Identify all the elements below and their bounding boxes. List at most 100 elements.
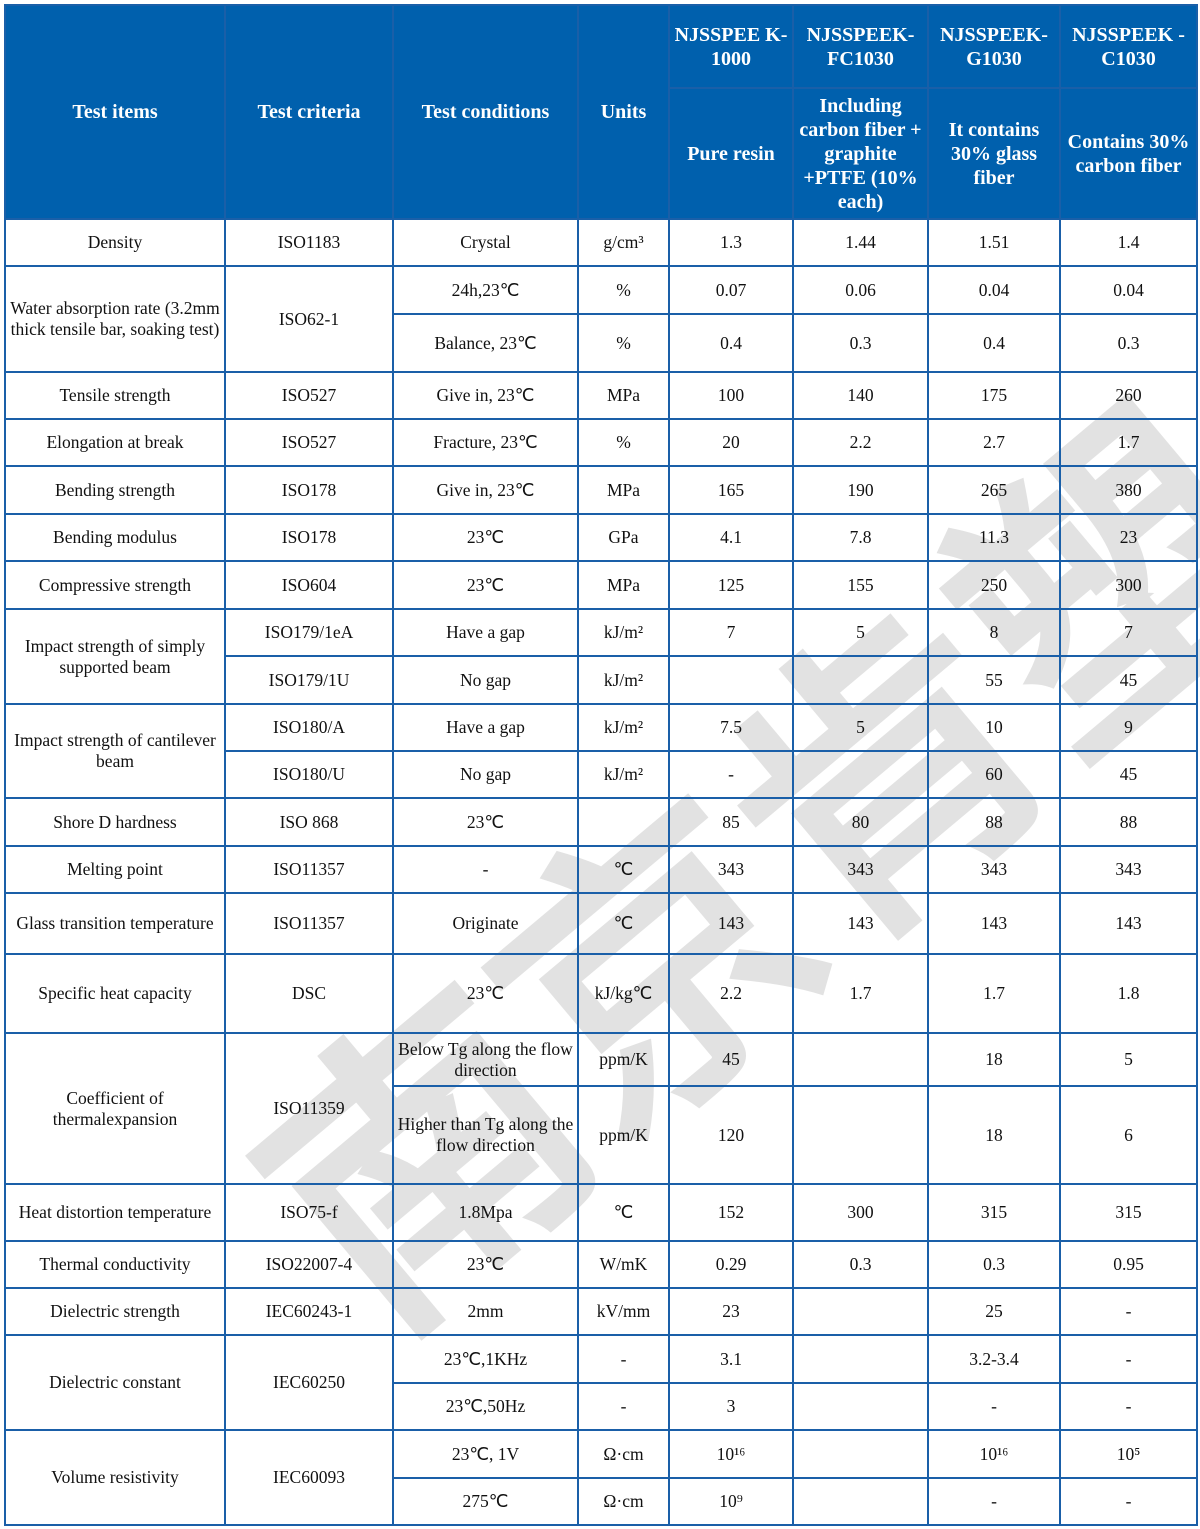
value-cell-fc1030: 5: [792, 608, 929, 657]
table-row: Impact strength of simply supported beam…: [4, 608, 1198, 705]
value-cell-1000: 100: [668, 371, 794, 420]
unit-cell: MPa: [577, 465, 670, 515]
value-cell-g1030: 315: [927, 1183, 1061, 1242]
header-test-items: Test items: [4, 4, 226, 220]
table-row: Volume resistivity IEC60093 23℃, 1V Ω·cm 10¹…: [4, 1429, 1198, 1526]
table-row: 23℃,50Hz -3- -: [5, 1382, 1198, 1431]
test-condition-cell: 24h,23℃: [392, 265, 579, 315]
test-condition-cell: 23℃,50Hz: [392, 1382, 579, 1431]
value-cell-c1030: 6: [1059, 1085, 1198, 1185]
unit-cell: kJ/m²: [577, 703, 670, 752]
value-cell-c1030: 300: [1059, 560, 1198, 610]
value-cell-fc1030: 143: [792, 892, 929, 955]
test-condition-cell: Give in, 23℃: [392, 371, 579, 420]
value-cell-c1030: 23: [1059, 513, 1198, 562]
value-cell-c1030: 1.4: [1059, 218, 1198, 267]
value-cell-fc1030: [792, 1085, 929, 1185]
test-item-cell: Heat distortion temperature: [4, 1183, 226, 1242]
test-item-cell: Thermal conductivity: [4, 1240, 226, 1289]
table-row: Density ISO1183 Crystal g/cm³ 1.3 1.44 1.51 1.4: [4, 218, 1198, 267]
test-condition-cell: -: [392, 845, 579, 894]
value-cell-c1030: 0.95: [1059, 1240, 1198, 1289]
value-cell-fc1030: 155: [792, 560, 929, 610]
table-row: Thermal conductivity ISO22007-4 23℃ W/mK 0.2…: [4, 1240, 1198, 1289]
value-cell-g1030: 55: [927, 655, 1061, 705]
table-row: Melting point ISO11357- ℃ 343 343 343 343: [4, 845, 1198, 894]
test-item-cell: Dielectric strength: [4, 1287, 226, 1336]
value-cell-fc1030: [792, 1032, 929, 1087]
header-test-conditions: Test conditions: [392, 4, 579, 220]
unit-cell: ppm/K: [577, 1032, 670, 1087]
test-item-cell: Bending modulus: [4, 513, 226, 562]
value-cell-c1030: 45: [1059, 750, 1198, 799]
value-cell-c1030: 0.3: [1059, 313, 1198, 373]
value-cell-c1030: 45: [1059, 655, 1198, 705]
table-row: Shore D hardness ISO 868 23℃ 85 80 88 88: [4, 797, 1198, 847]
test-criteria-cell: ISO178: [224, 513, 394, 562]
value-cell-1000: 3: [668, 1382, 794, 1431]
value-cell-fc1030: [792, 1429, 929, 1479]
test-condition-cell: Below Tg along the flow direction: [392, 1032, 579, 1087]
unit-cell: g/cm³: [577, 218, 670, 267]
value-cell-1000: [668, 655, 794, 705]
test-condition-cell: 23℃: [392, 513, 579, 562]
value-cell-g1030: 143: [927, 892, 1061, 955]
test-criteria-cell: ISO180/A: [224, 703, 394, 752]
table-row: ISO179/1U No gap kJ/m² 55 45: [5, 655, 1198, 705]
value-cell-c1030: 1.7: [1059, 418, 1198, 467]
value-cell-g1030: -: [927, 1382, 1061, 1431]
test-condition-cell: No gap: [392, 655, 579, 705]
unit-cell: %: [577, 418, 670, 467]
value-cell-g1030: 18: [927, 1032, 1061, 1087]
test-condition-cell: Fracture, 23℃: [392, 418, 579, 467]
value-cell-fc1030: 7.8: [792, 513, 929, 562]
test-criteria-cell: ISO11359: [224, 1032, 394, 1185]
value-cell-fc1030: [792, 1477, 929, 1526]
table-row: Coefficient of thermalexpansion ISO11359 B…: [4, 1032, 1198, 1185]
unit-cell: Ω·cm: [577, 1429, 670, 1479]
test-criteria-cell: ISO11357: [224, 845, 394, 894]
test-item-cell: Glass transition temperature: [4, 892, 226, 955]
unit-cell: kJ/m²: [577, 655, 670, 705]
value-cell-c1030: -: [1059, 1477, 1198, 1526]
unit-cell: kJ/m²: [577, 608, 670, 657]
test-criteria-cell: ISO 868: [224, 797, 394, 847]
value-cell-g1030: 2.7: [927, 418, 1061, 467]
table-row: Water absorption rate (3.2mm thick tensi…: [4, 265, 1198, 373]
test-item-cell: Impact strength of simply supported beam: [4, 608, 226, 705]
test-condition-cell: 23℃: [392, 1240, 579, 1289]
table-row: Compressive strength ISO604 23℃ MPa 125 155 25…: [4, 560, 1198, 610]
header-desc-g1030: It contains 30% glass fiber: [927, 87, 1061, 220]
test-condition-cell: 23℃: [392, 953, 579, 1034]
value-cell-g1030: 8: [927, 608, 1061, 657]
unit-cell: Ω·cm: [577, 1477, 670, 1526]
value-cell-1000: 120: [668, 1085, 794, 1185]
test-condition-cell: Crystal: [392, 218, 579, 267]
value-cell-g1030: 343: [927, 845, 1061, 894]
unit-cell: %: [577, 313, 670, 373]
test-criteria-cell: ISO62-1: [224, 265, 394, 373]
unit-cell: ppm/K: [577, 1085, 670, 1185]
properties-table: Test items Test criteria Test conditions…: [4, 4, 1198, 1526]
value-cell-c1030: 380: [1059, 465, 1198, 515]
test-item-cell: Dielectric constant: [4, 1334, 226, 1431]
value-cell-1000: 165: [668, 465, 794, 515]
test-item-cell: Melting point: [4, 845, 226, 894]
test-item-cell: Volume resistivity: [4, 1429, 226, 1526]
table-row: Glass transition temperature ISO11357 Orig…: [4, 892, 1198, 955]
value-cell-c1030: 315: [1059, 1183, 1198, 1242]
header-units: Units: [577, 4, 670, 220]
header-product-1000: NJSSPEE K-1000: [668, 4, 794, 89]
value-cell-g1030: 1.51: [927, 218, 1061, 267]
test-criteria-cell: ISO75-f: [224, 1183, 394, 1242]
value-cell-fc1030: [792, 1287, 929, 1336]
value-cell-1000: -: [668, 750, 794, 799]
test-condition-cell: 23℃: [392, 797, 579, 847]
value-cell-1000: 0.29: [668, 1240, 794, 1289]
value-cell-fc1030: 1.44: [792, 218, 929, 267]
test-condition-cell: 1.8Mpa: [392, 1183, 579, 1242]
value-cell-c1030: 143: [1059, 892, 1198, 955]
unit-cell: kJ/kg℃: [577, 953, 670, 1034]
unit-cell: kJ/m²: [577, 750, 670, 799]
value-cell-fc1030: [792, 750, 929, 799]
